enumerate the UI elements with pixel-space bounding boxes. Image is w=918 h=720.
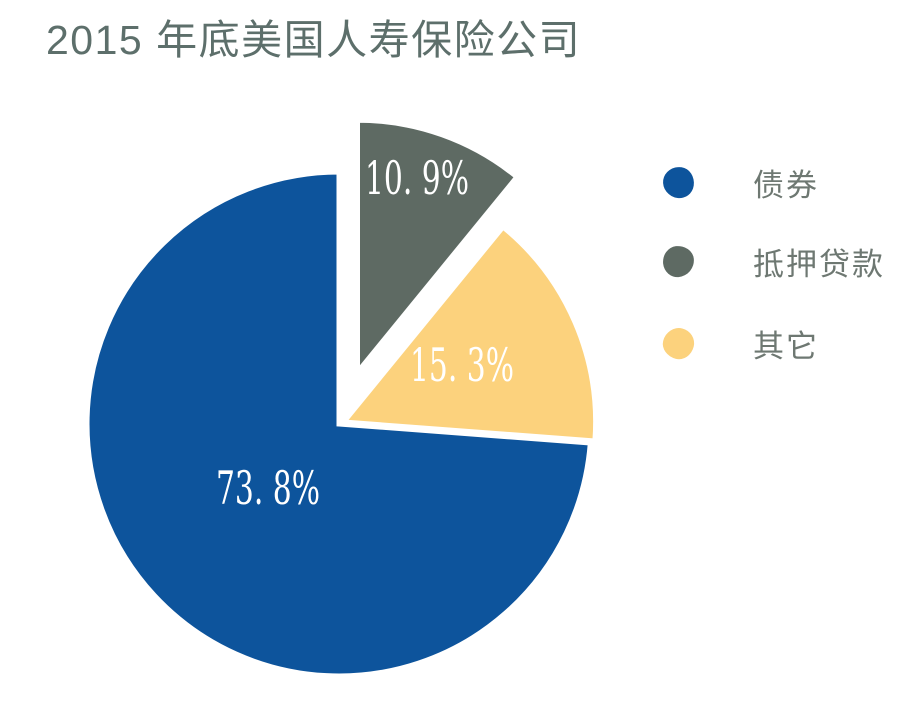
pie-slice-bonds bbox=[84, 169, 593, 679]
pie-slice-other bbox=[338, 223, 599, 444]
pie-data-label-mortgage-loans: 10. 9% bbox=[365, 151, 469, 205]
pie-slice-mortgage-loans bbox=[355, 117, 521, 380]
pie-data-label-other: 15. 3% bbox=[410, 338, 514, 392]
chart-title: 2015 年底美国人寿保险公司 bbox=[46, 17, 582, 63]
pie-data-label-bonds: 73. 8% bbox=[216, 461, 320, 515]
